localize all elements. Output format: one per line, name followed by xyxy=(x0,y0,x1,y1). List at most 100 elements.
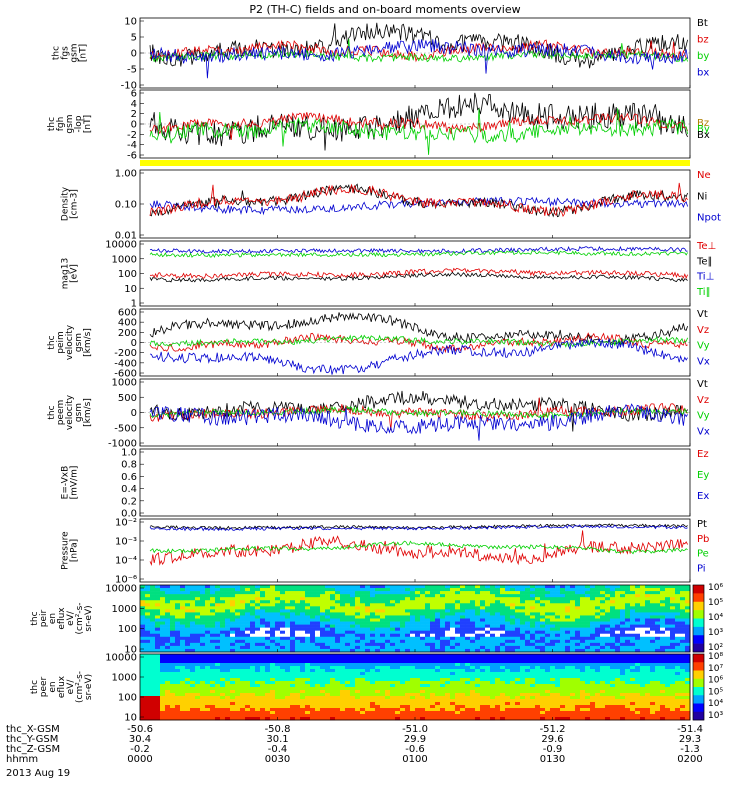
legend-entry: Bt xyxy=(697,18,708,29)
y-label-line: peim xyxy=(56,331,66,354)
x-ticks xyxy=(139,443,691,446)
panel-frame xyxy=(139,448,691,517)
series-line xyxy=(149,39,688,63)
y-tick-label: 10⁻² xyxy=(115,518,137,529)
y-label-line: [nPa] xyxy=(70,539,80,562)
y-tick-label: 0.4 xyxy=(121,484,137,495)
x-ticks xyxy=(139,649,691,652)
time-row-value: 0200 xyxy=(677,754,702,765)
y-label-line: [mV/m] xyxy=(70,466,80,500)
y-tick-label: 200 xyxy=(118,328,137,339)
y-tick-label: 100 xyxy=(118,269,137,280)
y-axis-label: thc peem velocity gsm [km/s] xyxy=(47,394,93,430)
y-label-line: [cm-3] xyxy=(70,189,80,219)
legend: Ne Ni Npot xyxy=(697,170,721,224)
y-ticks: 10 5 0 -5 -10 xyxy=(121,17,144,92)
series-line xyxy=(149,405,688,420)
x-ticks xyxy=(139,85,691,88)
series-line xyxy=(149,267,688,280)
y-ticks: 10000 1000 100 10 xyxy=(105,653,144,724)
y-tick-label: 0 xyxy=(131,338,137,349)
y-tick-label: 1000 xyxy=(112,254,137,265)
y-axis-label: thc fgh gsm -lop [nT] xyxy=(47,114,93,133)
legend-entry: By xyxy=(697,124,710,135)
time-row-value: -50.6 xyxy=(127,724,153,735)
time-row-value: 29.6 xyxy=(541,734,563,745)
x-ticks xyxy=(139,303,691,306)
time-row-value: -0.2 xyxy=(130,744,150,755)
y-tick-label: 10 xyxy=(124,17,137,28)
legend-entry: Pi xyxy=(697,563,706,574)
legend-entry: bz xyxy=(697,35,709,46)
y-label-line: thc xyxy=(52,46,62,60)
y-label-line: [nT] xyxy=(83,115,93,133)
y-label-line: E=-VxB xyxy=(61,466,71,500)
colorbar-tick: 10⁵ xyxy=(708,687,723,697)
series-line xyxy=(149,312,688,346)
colorbar-tick: 10³ xyxy=(708,628,723,638)
time-row-value: 0100 xyxy=(402,754,427,765)
time-row-value: -0.4 xyxy=(268,744,288,755)
colorbar-tick: 10⁷ xyxy=(708,664,723,674)
y-ticks: 1.00 0.10 0.01 xyxy=(115,169,144,242)
y-tick-label: -6 xyxy=(127,151,137,162)
legend-entry: Pb xyxy=(697,534,709,545)
time-row-label: hhmm xyxy=(6,754,38,765)
colorbar-tick: 10³ xyxy=(708,711,723,721)
y-label-line: peem xyxy=(56,400,66,426)
y-tick-label: 10⁻³ xyxy=(115,537,137,548)
panel-4: Te⊥ Te∥ Ti⊥ Ti∥ 10000 1000 100 10 1 mag13 [eV] xyxy=(61,240,717,310)
y-tick-label: 1.00 xyxy=(115,169,137,180)
colorbar-tick: 10⁸ xyxy=(708,652,723,662)
y-label-line: thc xyxy=(47,117,57,131)
time-row-value: -0.6 xyxy=(405,744,425,755)
plot-title: P2 (TH-C) fields and on-board moments ov… xyxy=(249,3,520,16)
colorbar: 10⁶ 10⁵ 10⁴ 10³ 10² xyxy=(692,583,723,653)
y-tick-label: 1000 xyxy=(112,604,137,615)
legend-entry: Vx xyxy=(697,426,710,437)
y-label-line: eV/ xyxy=(66,610,76,626)
y-tick-label: 0.0 xyxy=(121,509,137,520)
panel-frame xyxy=(139,169,691,239)
y-label-line: en xyxy=(48,613,58,624)
y-tick-label: 1.0 xyxy=(121,448,137,459)
y-tick-label: -1000 xyxy=(108,439,137,450)
time-axis-labels: thc_X-GSM -50.6 -50.8 -51.0 -51.2 -51.4 thc_Y-… xyxy=(6,724,703,779)
y-label-line: thc xyxy=(47,405,57,419)
x-ticks xyxy=(139,513,691,516)
y-label-line: [nT] xyxy=(79,44,89,62)
panel-6: Vt Vz Vy Vx 1000 500 0 -500 -1000 thc peem velocity… xyxy=(47,378,710,450)
y-tick-label: 0 xyxy=(131,49,137,60)
y-tick-label: 0 xyxy=(131,408,137,419)
legend-entry: Vx xyxy=(697,356,710,367)
y-label-line: mag13 xyxy=(61,258,71,289)
y-label-line: Density xyxy=(61,186,71,221)
time-row-value: 30.1 xyxy=(266,734,288,745)
y-tick-label: 6 xyxy=(131,89,137,100)
legend: Vt Vz Vy Vx xyxy=(697,379,710,437)
y-label-line: thc xyxy=(30,611,40,625)
time-row-value: -1.3 xyxy=(680,744,700,755)
legend-entry: Vy xyxy=(697,341,710,352)
series-line xyxy=(149,332,688,354)
y-label-line: gsm xyxy=(65,114,75,133)
y-label-line: gsm xyxy=(74,333,84,352)
legend: Pt Pb Pe Pi xyxy=(697,519,709,574)
time-row-value: 0000 xyxy=(127,754,152,765)
y-ticks: 10⁻² 10⁻³ 10⁻⁴ 10⁻⁶ xyxy=(115,518,144,586)
legend-entry: Te∥ xyxy=(696,256,713,267)
colorbar-tick: 10² xyxy=(708,643,723,653)
y-axis-label: E=-VxB [mV/m] xyxy=(61,466,80,500)
y-tick-label: 4 xyxy=(131,99,137,110)
y-tick-label: -5 xyxy=(127,65,137,76)
legend-entry: Ti∥ xyxy=(696,287,711,298)
series-line xyxy=(149,39,688,79)
time-row-value: -50.8 xyxy=(265,724,291,735)
y-label-line: [km/s] xyxy=(83,398,93,427)
y-tick-label: -200 xyxy=(114,348,137,359)
y-axis-label: Density [cm-3] xyxy=(61,186,80,221)
x-ticks xyxy=(139,579,691,582)
